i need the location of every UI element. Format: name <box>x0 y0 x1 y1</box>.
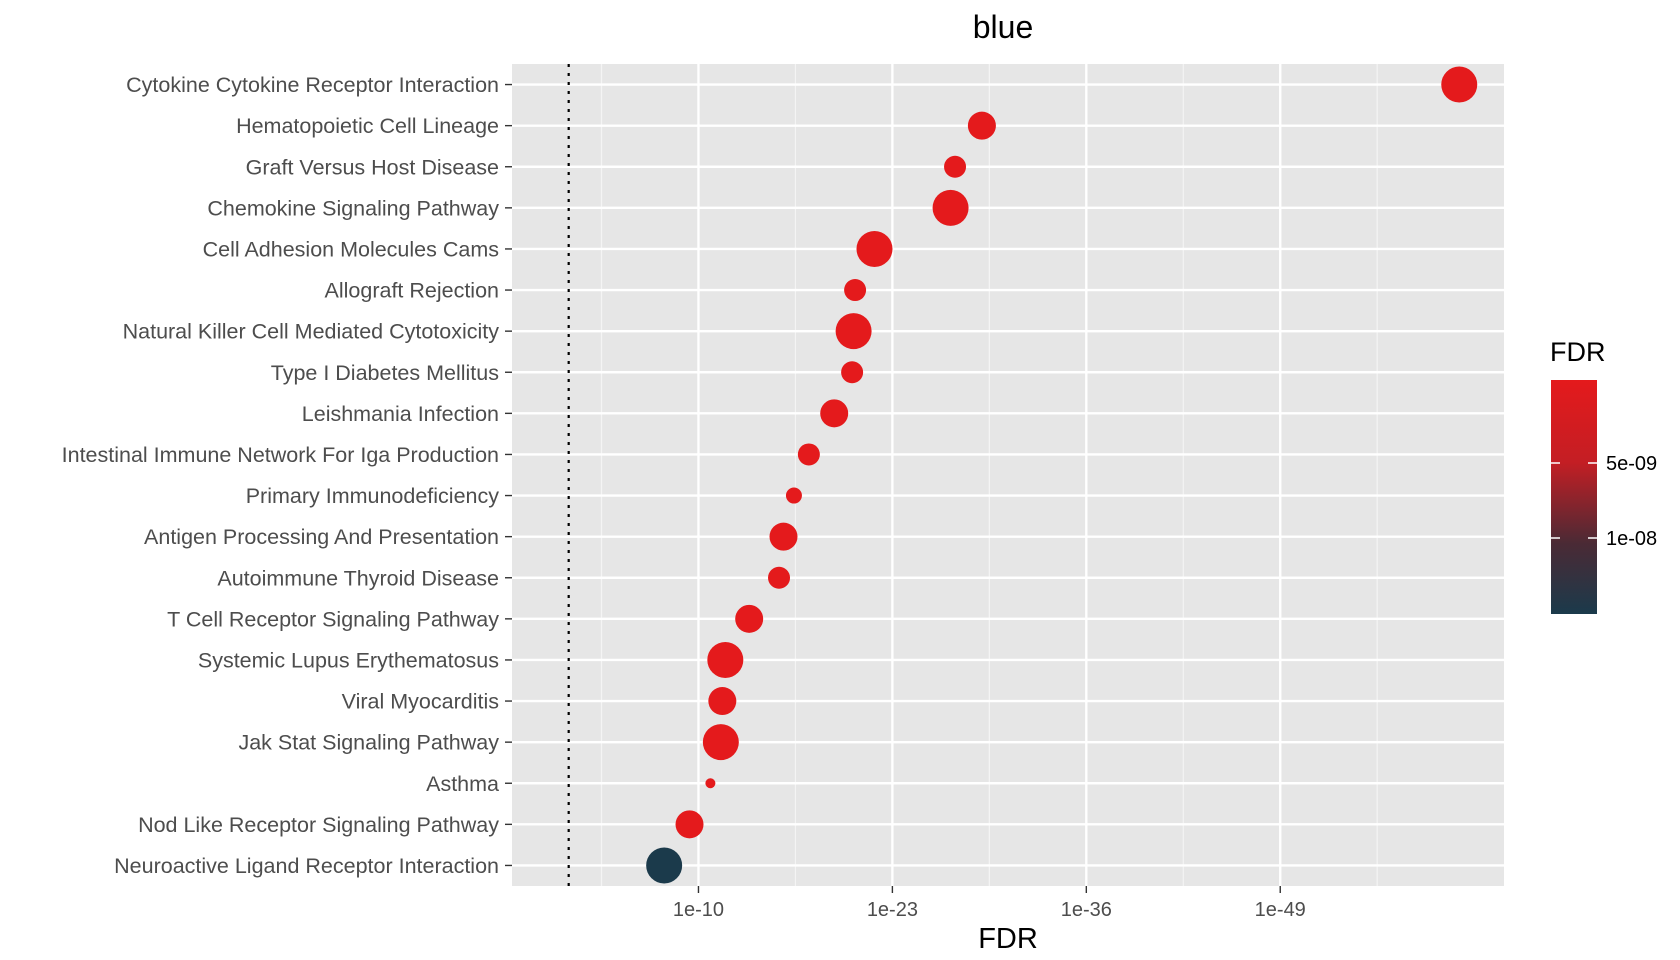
legend: FDR 5e-09 1e-08 <box>1550 337 1657 614</box>
x-axis-labels: 1e-10 1e-23 1e-36 1e-49 <box>673 886 1306 921</box>
data-point <box>708 687 737 716</box>
data-point <box>797 443 820 466</box>
y-tick-label: Allograft Rejection <box>325 279 499 303</box>
data-point <box>675 810 704 839</box>
y-tick-label: Jak Stat Signaling Pathway <box>238 731 499 755</box>
y-tick-label: Intestinal Immune Network For Iga Produc… <box>62 443 499 467</box>
y-tick-label: Antigen Processing And Presentation <box>144 525 499 549</box>
x-tick-label: 1e-23 <box>867 899 918 921</box>
legend-label: 5e-09 <box>1606 453 1657 475</box>
data-points <box>646 66 1478 884</box>
data-point <box>785 487 802 504</box>
y-tick-label: Systemic Lupus Erythematosus <box>198 648 499 672</box>
data-point <box>841 361 864 384</box>
data-point <box>768 566 791 589</box>
y-tick-label: Natural Killer Cell Mediated Cytotoxicit… <box>123 320 500 344</box>
y-tick-label: Hematopoietic Cell Lineage <box>236 114 499 138</box>
data-point <box>820 399 849 428</box>
y-tick-label: Graft Versus Host Disease <box>246 155 499 179</box>
data-point <box>835 313 872 350</box>
y-tick-label: Chemokine Signaling Pathway <box>207 196 499 220</box>
y-tick-label: T Cell Receptor Signaling Pathway <box>167 607 499 631</box>
data-point <box>702 724 739 761</box>
y-axis-labels: Cytokine Cytokine Receptor Interaction He… <box>62 73 512 878</box>
legend-title: FDR <box>1550 337 1606 367</box>
data-point <box>844 279 867 302</box>
data-point <box>944 155 967 178</box>
legend-label: 1e-08 <box>1606 528 1657 550</box>
data-point <box>735 604 764 633</box>
y-tick-label: Asthma <box>426 772 499 796</box>
data-point <box>646 847 683 884</box>
y-tick-label: Cell Adhesion Molecules Cams <box>203 237 499 261</box>
y-tick-label: Type I Diabetes Mellitus <box>271 361 499 385</box>
legend-colorbar <box>1551 380 1597 614</box>
data-point <box>1441 66 1478 103</box>
chart-title: blue <box>973 9 1034 45</box>
data-point <box>967 111 996 140</box>
major-gridlines <box>512 64 1504 886</box>
x-tick-label: 1e-36 <box>1061 899 1112 921</box>
data-point <box>932 189 969 226</box>
data-point <box>707 641 744 678</box>
legend-ticks: 5e-09 1e-08 <box>1551 453 1657 550</box>
minor-gridlines <box>600 64 1378 886</box>
y-tick-label: Autoimmune Thyroid Disease <box>217 566 499 590</box>
y-tick-label: Neuroactive Ligand Receptor Interaction <box>114 854 499 878</box>
x-tick-label: 1e-10 <box>673 899 724 921</box>
data-point <box>705 778 716 789</box>
data-point <box>856 230 893 267</box>
x-tick-label: 1e-49 <box>1255 899 1306 921</box>
y-tick-label: Leishmania Infection <box>302 402 499 426</box>
y-tick-label: Viral Myocarditis <box>342 690 499 714</box>
plot-panel <box>512 64 1504 886</box>
y-tick-label: Cytokine Cytokine Receptor Interaction <box>126 73 499 97</box>
data-point <box>769 522 798 551</box>
x-axis-title: FDR <box>978 923 1038 955</box>
y-tick-label: Primary Immunodeficiency <box>246 484 500 508</box>
y-tick-label: Nod Like Receptor Signaling Pathway <box>138 813 499 837</box>
